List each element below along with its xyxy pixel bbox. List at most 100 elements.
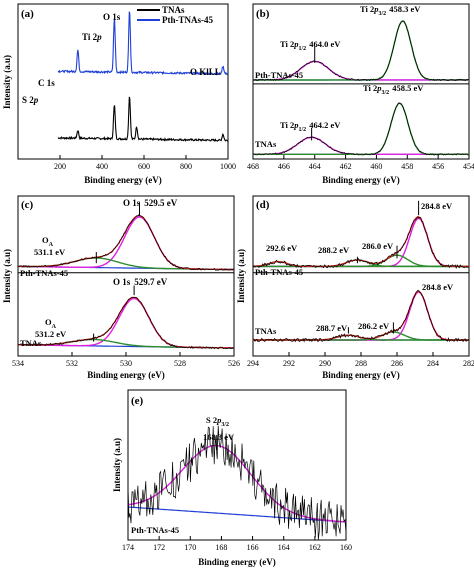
legend-label-tnas: TNAs <box>162 5 185 15</box>
raw-data-e-0 <box>127 425 347 540</box>
raw-data-b-0 <box>252 20 469 82</box>
peak-label-okll: O KlLL <box>190 67 221 77</box>
x-tick-label-c-1: 532 <box>66 359 78 368</box>
e-s2p-label: S 2p3/2 <box>206 415 229 428</box>
raw-data-c-0 <box>17 214 235 271</box>
panel-d: (d) 284.8 eV 286.0 eV 288.2 eV 292.6 eV … <box>236 195 474 380</box>
x-tick-label-b-4: 460 <box>370 162 382 171</box>
peak-label-c1s: C 1s <box>38 78 55 88</box>
background-line-e-0 <box>127 506 347 523</box>
panel-c-ticks: 534 532 530 528 526 <box>12 352 240 368</box>
x-tick-label-b-6: 456 <box>432 162 444 171</box>
panel-c-xlabel: Binding energy (eV) <box>87 370 165 380</box>
x-tick-label-e-1: 172 <box>153 543 165 552</box>
panel-a-ylabel: Intensity (a.u) <box>2 55 12 109</box>
panel-a-frame <box>17 3 229 160</box>
b-bot-12-label: Ti 2p1/2 464.2 eV <box>280 120 341 133</box>
b-top-32-label: Ti 2p3/2 458.3 eV <box>360 4 421 17</box>
c-top-sample: Pth-TNAs-45 <box>20 268 68 278</box>
x-tick-label-c-0: 534 <box>12 359 24 368</box>
panel-a-xlabel: Binding energy (eV) <box>84 175 162 185</box>
x-tick-label-b-0: 468 <box>247 162 259 171</box>
d-bot-val-2: 286.2 eV <box>358 321 390 331</box>
x-tick-label-a-2: 600 <box>138 162 150 171</box>
d-top-val-2: 286.0 eV <box>362 241 394 251</box>
x-tick-label-b-1: 466 <box>278 162 290 171</box>
panel-c: (c) O 1s 529.5 eV OA 531.1 eV Pth-TNAs-45… <box>2 195 240 380</box>
e-s2p-val: 168.3 eV <box>203 432 235 442</box>
d-top-sample: Pth-TNAs-45 <box>255 267 303 277</box>
d-top-val-3: 288.2 eV <box>318 245 350 255</box>
x-tick-label-e-6: 162 <box>309 543 321 552</box>
raw-data-d-1 <box>252 289 470 343</box>
x-tick-label-b-2: 464 <box>309 162 321 171</box>
panel-b-xlabel: Binding energy (eV) <box>322 175 400 185</box>
d-top-val-4: 292.6 eV <box>266 243 298 253</box>
b-bot-32-label: Ti 2p3/2 458.5 eV <box>363 83 424 96</box>
x-tick-label-d-4: 286 <box>391 359 403 368</box>
x-tick-label-c-3: 528 <box>174 359 186 368</box>
panel-a-label: (a) <box>21 8 34 20</box>
panel-b-frame <box>252 3 470 160</box>
x-tick-label-b-3: 462 <box>340 162 352 171</box>
c-bot-oa-label: OA <box>45 317 57 330</box>
b-top-sample: Pth-TNAs-45 <box>255 70 303 80</box>
x-tick-label-d-5: 284 <box>427 359 439 368</box>
panel-b: (b) Ti 2p3/2 458.3 eV Ti 2p1/2 464.0 eV Pt… <box>247 3 474 185</box>
panel-b-ticks: 468 466 464 462 460 458 456 454 <box>247 155 474 171</box>
c-bot-sample: TNAs <box>20 338 42 348</box>
x-tick-label-d-3: 288 <box>355 359 367 368</box>
panel-d-ticks: 294 292 290 288 286 284 282 <box>247 352 474 368</box>
d-bot-val-3: 288.7 eV <box>316 323 348 333</box>
x-tick-label-a-0: 200 <box>54 162 66 171</box>
x-tick-label-d-0: 294 <box>247 359 259 368</box>
panel-a: (a) TNAs Pth-TNAs-45 Ti 2p O 1s C 1s S 2… <box>2 3 236 185</box>
peak-label-s2p: S 2p <box>22 95 39 105</box>
raw-data-b-1 <box>252 102 470 156</box>
series-line-pth-tnas-45 <box>57 11 229 76</box>
panel-e: (e) S 2p3/2 168.3 eV Pth-TNAs-45 174 172 1… <box>112 389 352 567</box>
e-sample: Pth-TNAs-45 <box>131 525 179 535</box>
x-tick-label-d-6: 282 <box>463 359 474 368</box>
raw-data-d-0 <box>252 216 470 270</box>
x-tick-label-e-5: 164 <box>278 543 290 552</box>
fit-envelope-d-1 <box>253 290 469 341</box>
panel-c-label: (c) <box>21 199 34 211</box>
legend-label-pth: Pth-TNAs-45 <box>162 15 213 25</box>
c-top-o1s-label: O 1s 529.5 eV <box>123 198 178 208</box>
panel-d-label: (d) <box>256 199 270 211</box>
x-tick-label-d-1: 292 <box>283 359 295 368</box>
x-tick-label-a-1: 400 <box>96 162 108 171</box>
x-tick-label-b-7: 454 <box>463 162 474 171</box>
panel-a-curves <box>57 11 229 143</box>
d-bot-sample: TNAs <box>255 326 277 336</box>
peak-label-ti2p: Ti 2p <box>82 32 102 42</box>
c-top-oa-val: 531.1 eV <box>34 247 66 257</box>
panel-e-ylabel: Intensity (a.u) <box>112 438 122 492</box>
panel-e-frame <box>127 389 347 541</box>
x-tick-label-e-0: 174 <box>122 543 134 552</box>
panel-e-xlabel: Binding energy (eV) <box>198 557 276 567</box>
panel-e-ticks: 174 172 170 168 166 164 162 160 <box>122 536 352 552</box>
series-line-tnas <box>57 96 229 143</box>
panel-d-xlabel: Binding energy (eV) <box>322 370 400 380</box>
x-tick-label-e-3: 168 <box>215 543 227 552</box>
x-tick-label-a-4: 1000 <box>220 162 236 171</box>
d-bot-val-1: 284.8 eV <box>422 282 454 292</box>
panel-b-curves <box>252 20 470 156</box>
panel-d-curves <box>252 200 470 343</box>
x-tick-label-c-4: 526 <box>228 359 240 368</box>
x-tick-label-e-4: 166 <box>247 543 259 552</box>
raw-data-c-1 <box>17 296 235 350</box>
fit-envelope-d-0 <box>253 216 469 267</box>
d-top-val-1: 284.8 eV <box>421 201 453 211</box>
x-tick-label-e-2: 170 <box>184 543 196 552</box>
panel-b-label: (b) <box>256 8 270 20</box>
x-tick-label-c-2: 530 <box>120 359 132 368</box>
panel-e-curves <box>127 425 347 540</box>
x-tick-label-e-7: 160 <box>340 543 352 552</box>
panel-e-label: (e) <box>131 395 144 407</box>
x-tick-label-a-3: 800 <box>180 162 192 171</box>
x-tick-label-d-2: 290 <box>319 359 331 368</box>
fit-component-e-0-0 <box>127 444 346 523</box>
